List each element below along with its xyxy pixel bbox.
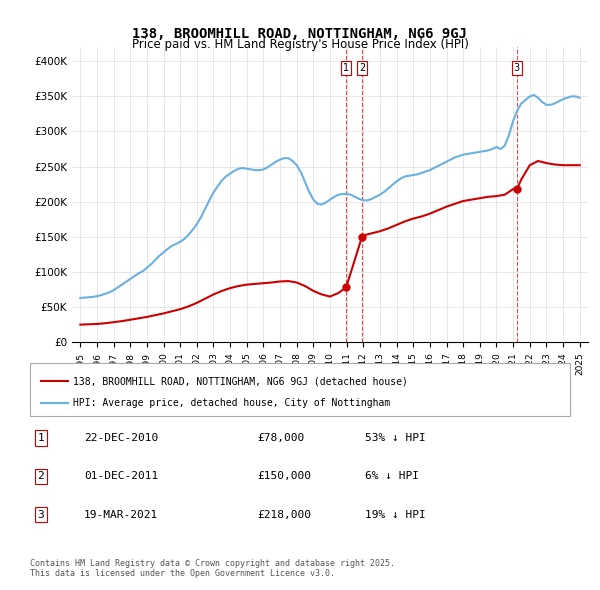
Text: 3: 3 <box>37 510 44 520</box>
Text: 138, BROOMHILL ROAD, NOTTINGHAM, NG6 9GJ (detached house): 138, BROOMHILL ROAD, NOTTINGHAM, NG6 9GJ… <box>73 376 408 386</box>
Text: 53% ↓ HPI: 53% ↓ HPI <box>365 433 425 443</box>
Text: 1: 1 <box>343 63 349 73</box>
Text: 19-MAR-2021: 19-MAR-2021 <box>84 510 158 520</box>
Text: 6% ↓ HPI: 6% ↓ HPI <box>365 471 419 481</box>
Text: 3: 3 <box>514 63 520 73</box>
Text: 01-DEC-2011: 01-DEC-2011 <box>84 471 158 481</box>
Text: 19% ↓ HPI: 19% ↓ HPI <box>365 510 425 520</box>
Text: 2: 2 <box>37 471 44 481</box>
Text: 22-DEC-2010: 22-DEC-2010 <box>84 433 158 443</box>
Text: £150,000: £150,000 <box>257 471 311 481</box>
Text: Contains HM Land Registry data © Crown copyright and database right 2025.
This d: Contains HM Land Registry data © Crown c… <box>30 559 395 578</box>
Text: 2: 2 <box>359 63 365 73</box>
Text: £218,000: £218,000 <box>257 510 311 520</box>
Text: £78,000: £78,000 <box>257 433 304 443</box>
Text: 1: 1 <box>37 433 44 443</box>
Text: HPI: Average price, detached house, City of Nottingham: HPI: Average price, detached house, City… <box>73 398 391 408</box>
Text: Price paid vs. HM Land Registry's House Price Index (HPI): Price paid vs. HM Land Registry's House … <box>131 38 469 51</box>
FancyBboxPatch shape <box>30 363 570 416</box>
Text: 138, BROOMHILL ROAD, NOTTINGHAM, NG6 9GJ: 138, BROOMHILL ROAD, NOTTINGHAM, NG6 9GJ <box>133 27 467 41</box>
